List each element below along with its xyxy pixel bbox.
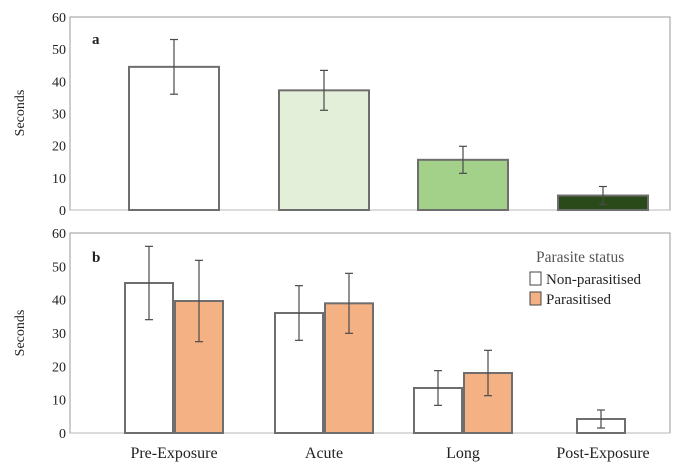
panel-b-y-tick-label: 20 [52,360,66,375]
panel-a-y-tick-label: 10 [52,172,66,187]
x-axis-category-labels: Pre-Exposure Acute Long Post-Exposure [130,445,649,462]
panel-a-y-tick-label: 0 [59,204,66,219]
error-bar [599,185,607,206]
legend-swatch-parasitised [529,291,542,306]
panel-a-y-tick-label: 60 [52,11,66,26]
panel-a-y-axis-label: Seconds [13,90,28,137]
panel-a-y-ticks: 0 10 20 30 40 50 60 [52,11,66,219]
panel-b-y-tick-label: 60 [52,227,66,242]
legend-label-non-parasitised: Non-parasitised [546,272,641,288]
error-bar [320,69,328,111]
x-tick-label-long: Long [446,445,480,462]
x-tick-label-post-exposure: Post-Exposure [556,445,649,462]
error-bar [170,38,178,95]
panel-a-y-tick-label: 50 [52,43,66,58]
panel-a-y-tick-label: 20 [52,140,66,155]
error-bar [295,285,303,341]
error-bar [345,272,353,334]
x-tick-label-pre-exposure: Pre-Exposure [130,445,217,462]
panel-b-y-tick-label: 10 [52,394,66,409]
panel-a-y-tick-label: 30 [52,108,66,123]
error-bar [484,349,492,397]
panel-b-y-axis-label: Seconds [13,310,28,357]
legend-title: Parasite status [536,249,624,266]
error-bar [195,259,203,343]
legend: Parasite status Non-parasitised Parasiti… [529,249,641,308]
panel-b: b Seconds 0 10 20 30 40 50 60 Parasite status … [13,227,671,442]
panel-b-y-tick-label: 0 [59,427,66,442]
panel-a-label: a [92,32,100,48]
panel-b-y-tick-label: 40 [52,294,66,309]
error-bar [434,370,442,406]
panel-b-y-ticks: 0 10 20 30 40 50 60 [52,227,66,442]
error-bar [459,145,467,174]
error-bar [597,409,605,429]
panel-a-bars [128,38,649,212]
panel-b-y-tick-label: 50 [52,260,66,275]
legend-label-parasitised: Parasitised [546,292,611,308]
legend-swatch-non-parasitised [529,271,542,286]
panel-a: a Seconds 0 10 20 30 40 50 60 [13,11,671,219]
panel-b-label: b [92,250,100,266]
panel-a-y-tick-label: 40 [52,75,66,90]
error-bar [145,245,153,321]
panel-b-bars [124,245,626,435]
panel-b-y-tick-label: 30 [52,327,66,342]
x-tick-label-acute: Acute [305,445,343,462]
